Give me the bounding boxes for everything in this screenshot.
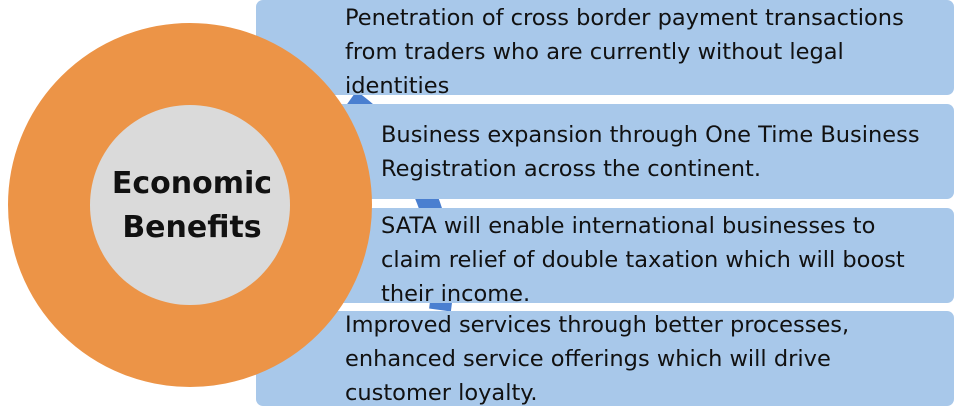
benefit-text-3-line-3: their income.	[381, 281, 531, 307]
benefit-text-1-line-1: Penetration of cross border payment tran…	[345, 5, 904, 31]
benefit-text-4-line-1: Improved services through better process…	[345, 312, 850, 338]
benefit-text-2-line-2: Registration across the continent.	[381, 156, 761, 182]
center-title: Economic Benefits	[92, 162, 292, 250]
benefit-text-4-line-2: enhanced service offerings which will dr…	[345, 346, 831, 372]
benefit-text-3-line-1: SATA will enable international businesse…	[381, 213, 876, 239]
benefit-box-3	[258, 208, 954, 303]
benefit-text-1-line-2: from traders who are currently without l…	[345, 39, 844, 65]
benefit-text-3: SATA will enable international businesse…	[381, 209, 905, 311]
benefit-text-2-line-1: Business expansion through One Time Busi…	[381, 122, 920, 148]
center-title-line-2: Benefits	[122, 210, 262, 245]
benefit-text-4: Improved services through better process…	[345, 308, 849, 410]
benefit-text-1-line-3: identities	[345, 73, 450, 99]
outer-ring	[8, 23, 372, 387]
benefit-text-3-line-2: claim relief of double taxation which wi…	[381, 247, 905, 273]
benefit-text-1: Penetration of cross border payment tran…	[345, 1, 904, 103]
benefit-box-4	[256, 311, 954, 406]
benefit-box-2	[258, 104, 954, 199]
benefit-box-1	[256, 0, 954, 95]
benefit-text-2: Business expansion through One Time Busi…	[381, 118, 920, 186]
benefit-text-4-line-3: customer loyalty.	[345, 380, 538, 406]
center-title-line-1: Economic	[111, 166, 273, 201]
inner-circle	[90, 105, 290, 305]
